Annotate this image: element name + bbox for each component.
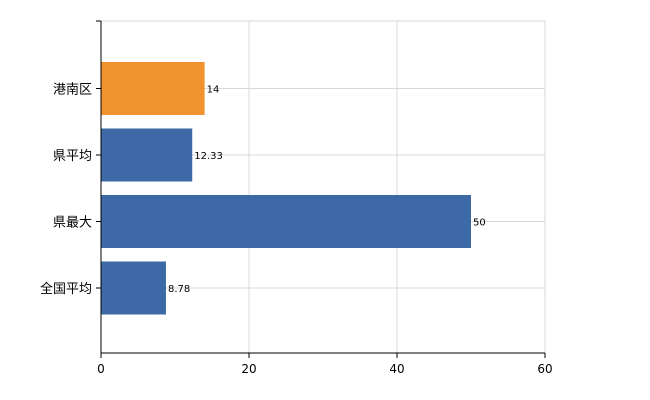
category-label: 港南区 xyxy=(53,82,92,98)
data-label: 8.78 xyxy=(168,284,190,295)
x-tick-label: 0 xyxy=(97,362,105,376)
bar-3 xyxy=(101,195,471,248)
label-layer: 14 港南区 12.33 県平均 50 県最大 8.78 全国平均 0 20 40 60 xyxy=(40,82,553,377)
category-label: 県平均 xyxy=(53,149,92,164)
x-tick-label: 20 xyxy=(241,362,256,376)
data-label: 50 xyxy=(473,218,486,229)
bar-1 xyxy=(101,62,205,115)
x-tick-label: 60 xyxy=(537,362,552,376)
category-label: 県最大 xyxy=(53,216,92,231)
bar-layer xyxy=(101,62,471,315)
category-label: 全国平均 xyxy=(40,281,92,297)
bar-4 xyxy=(101,261,166,315)
bar-2 xyxy=(101,128,193,182)
x-tick-label: 40 xyxy=(389,362,404,376)
axis-layer xyxy=(96,20,546,358)
data-label: 14 xyxy=(207,85,220,96)
data-label: 12.33 xyxy=(194,151,223,162)
